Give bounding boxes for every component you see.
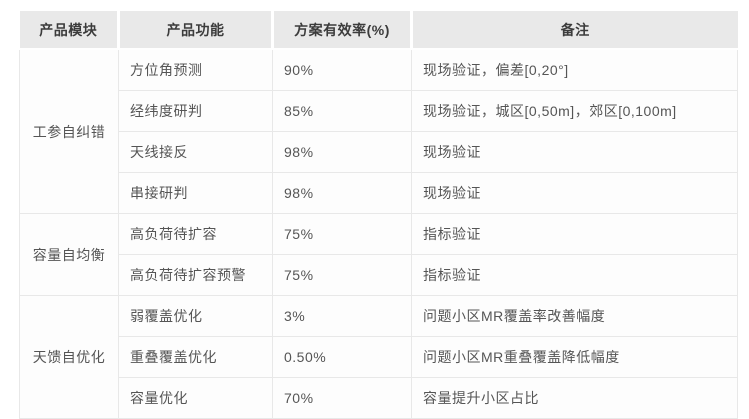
- rate-cell: 3%: [272, 295, 412, 337]
- remark-cell: 指标验证: [411, 213, 738, 255]
- table-row: 串接研判 98% 现场验证: [20, 172, 738, 214]
- module-cell: 天馈自优化: [19, 295, 119, 419]
- remark-cell: 现场验证，城区[0,50m]，郊区[0,100m]: [411, 90, 738, 132]
- function-cell: 方位角预测: [118, 48, 273, 91]
- rate-cell: 98%: [272, 131, 412, 173]
- col-header-product-function: 产品功能: [117, 11, 273, 50]
- function-cell: 重叠覆盖优化: [118, 336, 273, 378]
- remark-cell: 指标验证: [411, 254, 738, 296]
- function-cell: 高负荷待扩容预警: [118, 254, 273, 296]
- col-header-product-module: 产品模块: [19, 11, 119, 50]
- module-cell: 容量自均衡: [19, 213, 119, 296]
- rate-cell: 75%: [272, 254, 412, 296]
- rate-cell: 70%: [272, 377, 412, 419]
- table-row: 重叠覆盖优化 0.50% 问题小区MR重叠覆盖降低幅度: [20, 336, 738, 378]
- function-cell: 弱覆盖优化: [118, 295, 273, 337]
- function-cell: 天线接反: [118, 131, 273, 173]
- rate-cell: 85%: [272, 90, 412, 132]
- product-capability-table-container: 产品模块 产品功能 方案有效率(%) 备注 工参自纠错 方位角预测 90% 现场验证，…: [19, 11, 738, 419]
- module-cell: 工参自纠错: [19, 48, 119, 214]
- table-row: 天线接反 98% 现场验证: [20, 131, 738, 173]
- table-row: 工参自纠错 方位角预测 90% 现场验证，偏差[0,20°]: [19, 48, 738, 214]
- col-header-remark: 备注: [410, 11, 738, 50]
- function-cell: 经纬度研判: [118, 90, 273, 132]
- header-row: 产品模块 产品功能 方案有效率(%) 备注: [19, 11, 738, 50]
- table-row: 天馈自优化 弱覆盖优化 3% 问题小区MR覆盖率改善幅度: [19, 295, 738, 419]
- table-row: 经纬度研判 85% 现场验证，城区[0,50m]，郊区[0,100m]: [20, 90, 738, 132]
- remark-cell: 现场验证: [411, 131, 738, 173]
- remark-cell: 容量提升小区占比: [411, 377, 738, 419]
- function-cell: 容量优化: [118, 377, 273, 419]
- product-capability-table: 产品模块 产品功能 方案有效率(%) 备注 工参自纠错 方位角预测 90% 现场验证，…: [19, 11, 738, 419]
- remark-cell: 问题小区MR覆盖率改善幅度: [411, 295, 738, 337]
- rate-cell: 90%: [272, 48, 412, 91]
- table-row: 容量自均衡 高负荷待扩容 75% 指标验证: [19, 213, 738, 296]
- table-row: 高负荷待扩容预警 75% 指标验证: [20, 254, 738, 296]
- remark-cell: 现场验证: [411, 172, 738, 214]
- function-cell: 高负荷待扩容: [118, 213, 273, 255]
- function-cell: 串接研判: [118, 172, 273, 214]
- rate-cell: 0.50%: [272, 336, 412, 378]
- rate-cell: 75%: [272, 213, 412, 255]
- col-header-effectiveness-rate: 方案有效率(%): [271, 11, 412, 50]
- remark-cell: 现场验证，偏差[0,20°]: [411, 48, 738, 91]
- remark-cell: 问题小区MR重叠覆盖降低幅度: [411, 336, 738, 378]
- rate-cell: 98%: [272, 172, 412, 214]
- table-row: 容量优化 70% 容量提升小区占比: [20, 377, 738, 419]
